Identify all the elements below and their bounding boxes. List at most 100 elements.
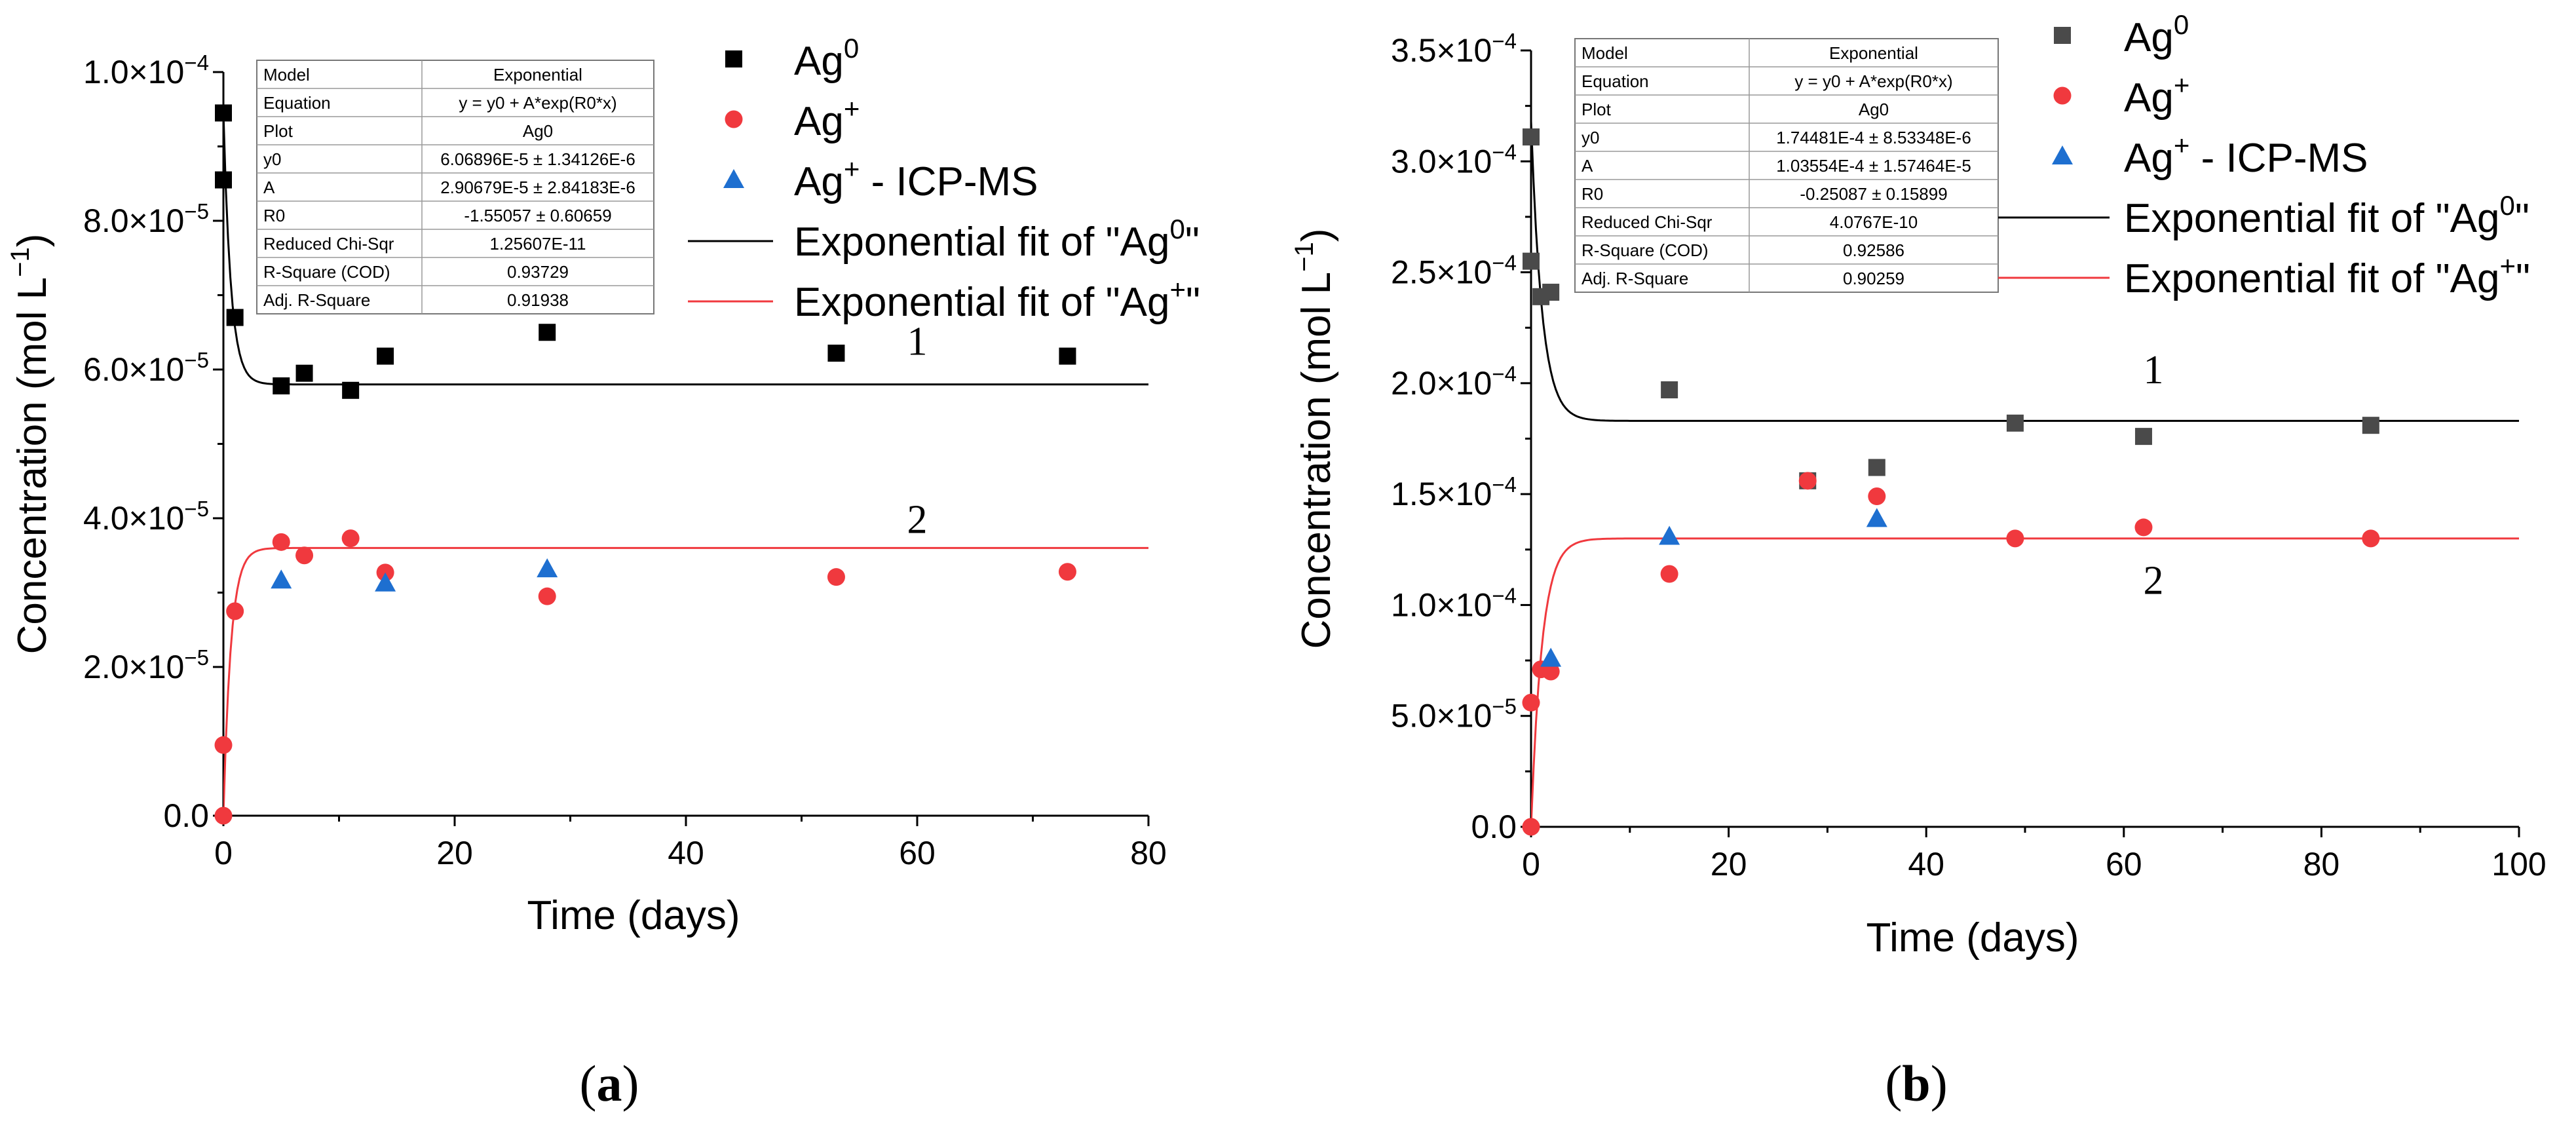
point-agplus <box>1542 662 1560 681</box>
table-value: 0.90259 <box>1843 269 1904 288</box>
table-key: Adj. R-Square <box>1582 269 1688 288</box>
table-key: y0 <box>1582 128 1599 147</box>
y-tick-label: 6.0×10−5 <box>83 348 209 388</box>
x-axis-label: Time (days) <box>1866 915 2079 960</box>
y-tick-label: 2.0×10−5 <box>83 645 209 685</box>
table-value: 4.0767E-10 <box>1830 212 1918 232</box>
point-ag0 <box>1868 459 1885 476</box>
point-icpms <box>271 569 292 589</box>
point-agplus <box>1522 693 1540 712</box>
legend-marker <box>2053 86 2072 105</box>
x-tick-label: 40 <box>1908 846 1944 883</box>
table-value: -0.25087 ± 0.15899 <box>1800 184 1947 204</box>
y-tick-label: 5.0×10−5 <box>1391 694 1517 734</box>
y-tick-label: 2.0×10−4 <box>1391 362 1517 402</box>
table-key: R0 <box>263 206 285 225</box>
fit-parameter-table: Model Exponential Equation y = y0 + A*exp(R… <box>1574 38 1999 293</box>
legend-label: Ag+ - ICP-MS <box>2124 130 2368 181</box>
legend-label: Exponential fit of "Ag+" <box>2124 250 2530 301</box>
table-value: 1.74481E-4 ± 8.53348E-6 <box>1776 128 1971 147</box>
y-tick-label: 3.0×10−4 <box>1391 140 1517 180</box>
table-value: Ag0 <box>523 121 553 141</box>
point-agplus <box>1798 472 1817 490</box>
point-ag0 <box>215 171 232 189</box>
point-ag0 <box>827 345 845 362</box>
fit-curve-agplus <box>1531 537 2519 827</box>
point-ag0 <box>215 104 232 122</box>
legend: Ag0 Ag+ Ag+ - ICP-MS Exponential fit of "Ag… <box>688 33 1200 325</box>
table-value: 1.03554E-4 ± 1.57464E-5 <box>1776 156 1971 176</box>
chart-panel-a: 0 20 40 60 80 0.0 2.0×10−5 4.0×10−5 6.0×10−5 8.0×… <box>6 33 1200 938</box>
legend: Ag0 Ag+ Ag+ - ICP-MS Exponential fit of "Ag… <box>1998 9 2530 301</box>
table-key: Reduced Chi-Sqr <box>1582 212 1713 232</box>
point-agplus <box>827 568 845 586</box>
table-value: Exponential <box>1829 43 1918 63</box>
point-icpms <box>375 572 396 592</box>
table-value: y = y0 + A*exp(R0*x) <box>1794 71 1952 91</box>
x-tick-label: 40 <box>668 835 704 871</box>
x-tick-label: 0 <box>214 835 233 871</box>
legend-marker <box>723 169 744 188</box>
table-border <box>1574 38 1999 293</box>
point-agplus <box>1058 563 1076 581</box>
table-key: A <box>1582 156 1593 176</box>
point-agplus <box>538 587 556 605</box>
table-key: y0 <box>263 149 281 169</box>
table-value: 0.92586 <box>1843 240 1904 260</box>
point-agplus <box>1660 565 1678 583</box>
point-agplus <box>2362 529 2380 548</box>
y-tick-label: 4.0×10−5 <box>83 497 209 537</box>
point-agplus <box>2134 518 2153 537</box>
table-value: 6.06896E-5 ± 1.34126E-6 <box>440 149 635 169</box>
table-value: Exponential <box>493 65 582 85</box>
fit-curve-ag0 <box>223 113 1148 386</box>
table-key: Plot <box>1582 100 1612 119</box>
table-value: Ag0 <box>1859 100 1889 119</box>
y-tick-label: 2.5×10−4 <box>1391 251 1517 291</box>
point-agplus <box>226 602 244 620</box>
point-agplus <box>1868 487 1886 506</box>
legend-marker <box>725 110 743 128</box>
table-value: 0.93729 <box>507 262 569 282</box>
curve-label: 1 <box>907 319 928 364</box>
legend-marker <box>2054 27 2071 44</box>
legend-marker <box>2052 145 2073 164</box>
point-agplus <box>2006 529 2024 548</box>
legend-label: Ag+ <box>2124 69 2189 121</box>
point-icpms <box>537 558 558 578</box>
table-key: Reduced Chi-Sqr <box>263 234 394 254</box>
x-axis-label: Time (days) <box>527 893 740 938</box>
point-icpms <box>1540 647 1562 667</box>
table-key: Model <box>1582 43 1628 63</box>
y-tick-label: 1.0×10−4 <box>1391 583 1517 623</box>
table-value: y = y0 + A*exp(R0*x) <box>459 93 616 113</box>
table-key: R-Square (COD) <box>1582 240 1709 260</box>
table-key: Model <box>263 65 310 85</box>
x-tick-label: 60 <box>899 835 936 871</box>
table-key: Equation <box>1582 71 1649 91</box>
y-tick-label: 0.0 <box>1471 808 1517 845</box>
y-tick-label: 1.5×10−4 <box>1391 472 1517 512</box>
table-value: 0.91938 <box>507 290 569 310</box>
point-ag0 <box>1523 128 1540 146</box>
point-ag0 <box>1542 284 1560 301</box>
point-ag0 <box>1523 252 1540 270</box>
chart-panel-b: 0 20 40 60 80 100 0.0 5.0×10−5 1.0×10−4 1.5×10−4 2… <box>1290 9 2547 960</box>
fit-curve-ag0 <box>1531 121 2519 422</box>
table-key: R0 <box>1582 184 1603 204</box>
table-key: R-Square (COD) <box>263 262 390 282</box>
point-ag0 <box>273 377 290 394</box>
table-value: 2.90679E-5 ± 2.84183E-6 <box>440 178 635 197</box>
table-key: A <box>263 178 275 197</box>
fit-curve-agplus <box>223 546 1148 816</box>
x-tick-label: 20 <box>436 835 473 871</box>
panel-caption: (b) <box>1885 1055 1947 1112</box>
x-tick-label: 0 <box>1522 846 1540 883</box>
point-agplus <box>214 807 233 825</box>
y-tick-label: 1.0×10−4 <box>83 50 209 90</box>
point-ag0 <box>342 381 360 399</box>
table-value: 1.25607E-11 <box>490 234 586 254</box>
point-ag0 <box>1059 347 1076 365</box>
point-ag0 <box>226 309 244 326</box>
